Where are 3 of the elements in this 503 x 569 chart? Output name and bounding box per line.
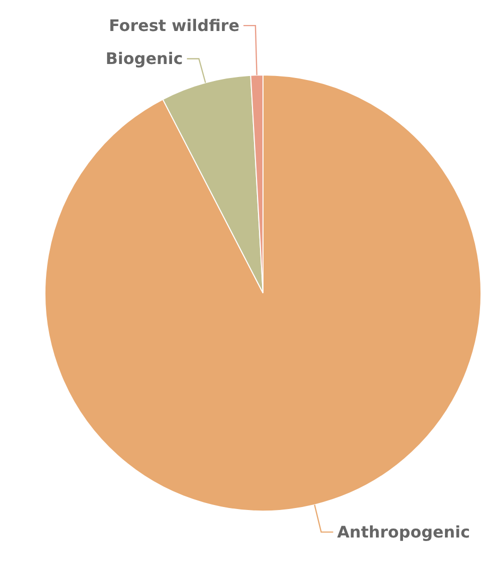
slice-label: Forest wildfire <box>108 16 240 36</box>
slice-label: Biogenic <box>106 49 183 68</box>
slice-label: Anthropogenic <box>337 522 470 542</box>
